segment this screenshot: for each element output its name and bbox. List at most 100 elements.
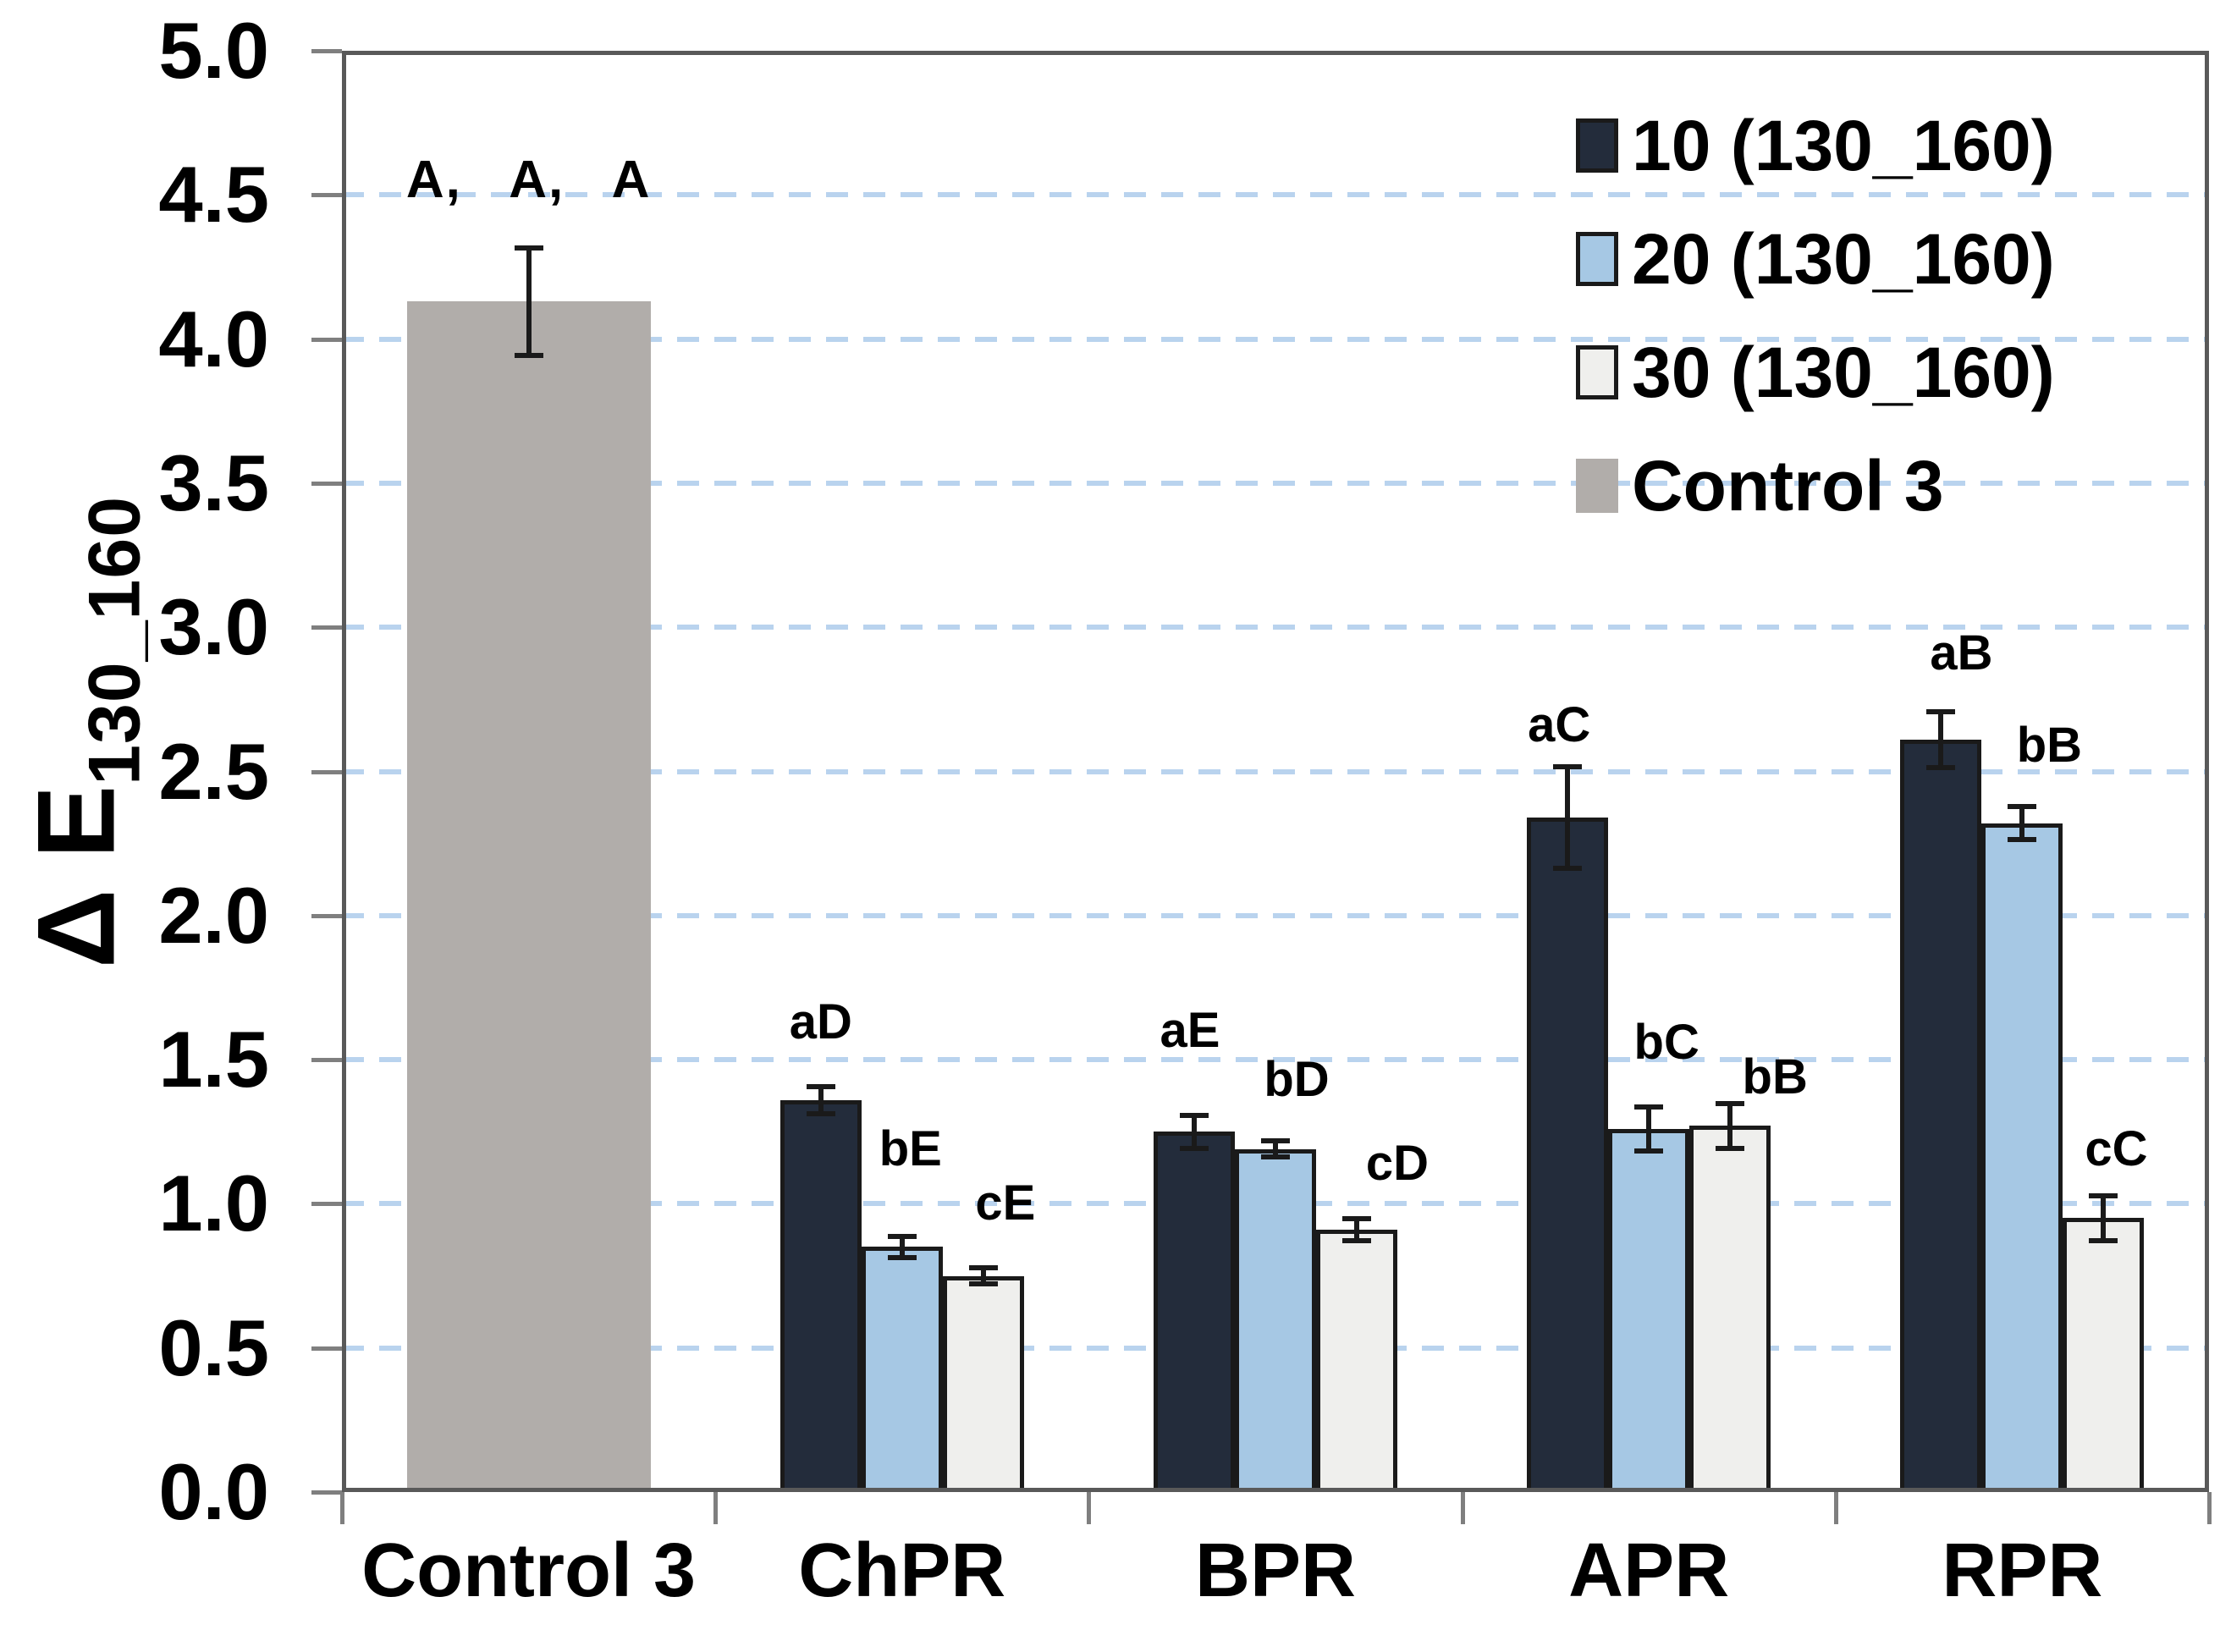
y-tick-label: 3.0 [158, 582, 269, 672]
x-axis-tick [2207, 1492, 2212, 1524]
bar [1154, 1132, 1235, 1492]
bar [1900, 740, 1982, 1492]
legend-item-20: 20 (130_160) [1576, 219, 2055, 299]
x-axis-tick [1087, 1492, 1092, 1524]
legend-swatch-control [1576, 459, 1618, 513]
bar [2063, 1218, 2145, 1492]
gridline [342, 1057, 2209, 1063]
error-bar [2101, 1195, 2107, 1242]
legend-swatch-30 [1576, 345, 1618, 399]
y-axis-tick [311, 1058, 342, 1063]
error-bar [1646, 1105, 1652, 1153]
error-bar-cap [968, 1265, 998, 1271]
legend-swatch-20 [1576, 232, 1618, 286]
x-axis-label: RPR [1942, 1528, 2103, 1613]
error-bar-cap [1553, 866, 1583, 872]
significance-label: aC [1528, 697, 1591, 752]
error-bar-cap [1634, 1104, 1664, 1110]
bar [942, 1275, 1024, 1492]
error-bar [1273, 1140, 1278, 1158]
error-bar-cap [806, 1110, 835, 1116]
x-axis-label: APR [1568, 1528, 1730, 1613]
error-bar-cap [1261, 1154, 1290, 1159]
y-tick-label: 0.0 [158, 1447, 269, 1536]
error-bar-cap [887, 1255, 917, 1261]
error-bar [818, 1085, 824, 1115]
x-axis-tick [1833, 1492, 1838, 1524]
y-tick-label: 1.5 [158, 1015, 269, 1104]
y-axis-tick [311, 1346, 342, 1351]
x-axis-tick [340, 1492, 344, 1524]
error-bar-cap [1553, 763, 1583, 769]
x-axis-tick [1460, 1492, 1465, 1524]
error-bar-cap [1926, 708, 1956, 714]
legend-item-control: Control 3 [1576, 446, 2055, 526]
error-bar [526, 246, 532, 357]
error-bar [899, 1235, 905, 1259]
bar [1316, 1230, 1397, 1492]
significance-label-control: A, A, A [405, 151, 652, 210]
y-tick-label: 1.0 [158, 1159, 269, 1248]
y-axis-tick [311, 193, 342, 198]
y-axis-tick [311, 49, 342, 53]
y-tick-label: 0.5 [158, 1302, 269, 1392]
significance-label: bC [1633, 1014, 1699, 1070]
error-bar-cap [2089, 1193, 2118, 1199]
significance-label: cD [1365, 1135, 1429, 1191]
legend: 10 (130_160) 20 (130_160) 30 (130_160) C… [1576, 106, 2055, 526]
error-bar-cap [1716, 1101, 1745, 1107]
gridline [342, 480, 2209, 486]
y-axis-tick [311, 913, 342, 918]
legend-swatch-10 [1576, 118, 1618, 173]
significance-label: bD [1264, 1051, 1330, 1107]
legend-label-10: 10 (130_160) [1632, 106, 2055, 185]
error-bar-cap [1342, 1237, 1371, 1243]
error-bar-cap [514, 245, 543, 251]
error-bar-cap [1180, 1145, 1209, 1151]
error-bar-cap [1342, 1216, 1371, 1222]
significance-label: bB [1742, 1049, 1808, 1104]
bar [1981, 823, 2063, 1492]
error-bar [1565, 765, 1571, 870]
error-bar [1938, 710, 1944, 769]
bar [1527, 817, 1609, 1492]
legend-label-30: 30 (130_160) [1632, 333, 2055, 412]
error-bar-cap [1634, 1148, 1664, 1154]
error-bar-cap [1716, 1145, 1745, 1151]
error-bar [1727, 1103, 1733, 1149]
y-tick-label: 2.5 [158, 726, 269, 816]
bar [1608, 1128, 1690, 1492]
error-bar-cap [514, 353, 543, 359]
x-axis-label: Control 3 [361, 1528, 697, 1613]
significance-label: aE [1160, 1003, 1220, 1059]
error-bar-cap [2089, 1237, 2118, 1243]
y-tick-label: 5.0 [158, 6, 269, 95]
gridline [342, 912, 2209, 918]
y-axis-tick [311, 337, 342, 342]
y-axis-tick [311, 625, 342, 631]
y-axis-tick [311, 1202, 342, 1207]
error-bar [1354, 1218, 1359, 1242]
y-axis-tick [311, 769, 342, 774]
y-axis-tick [311, 1490, 342, 1495]
legend-label-control: Control 3 [1632, 446, 1944, 526]
error-bar-cap [968, 1280, 998, 1286]
legend-item-30: 30 (130_160) [1576, 333, 2055, 412]
bar [1235, 1148, 1316, 1492]
legend-label-20: 20 (130_160) [1632, 219, 2055, 299]
significance-label: aB [1930, 625, 1993, 680]
gridline [342, 768, 2209, 774]
error-bar-cap [806, 1083, 835, 1089]
gridline [342, 625, 2209, 631]
bar [1689, 1126, 1771, 1492]
bar [406, 301, 651, 1492]
x-axis-label: BPR [1194, 1528, 1357, 1613]
error-bar [1192, 1114, 1197, 1149]
significance-label: aD [789, 994, 852, 1049]
x-axis-tick [713, 1492, 719, 1524]
significance-label: cE [975, 1176, 1036, 1231]
y-tick-label: 4.0 [158, 294, 269, 383]
x-axis-label: ChPR [798, 1528, 1006, 1613]
error-bar-cap [2008, 804, 2037, 810]
significance-label: cC [2085, 1121, 2148, 1176]
